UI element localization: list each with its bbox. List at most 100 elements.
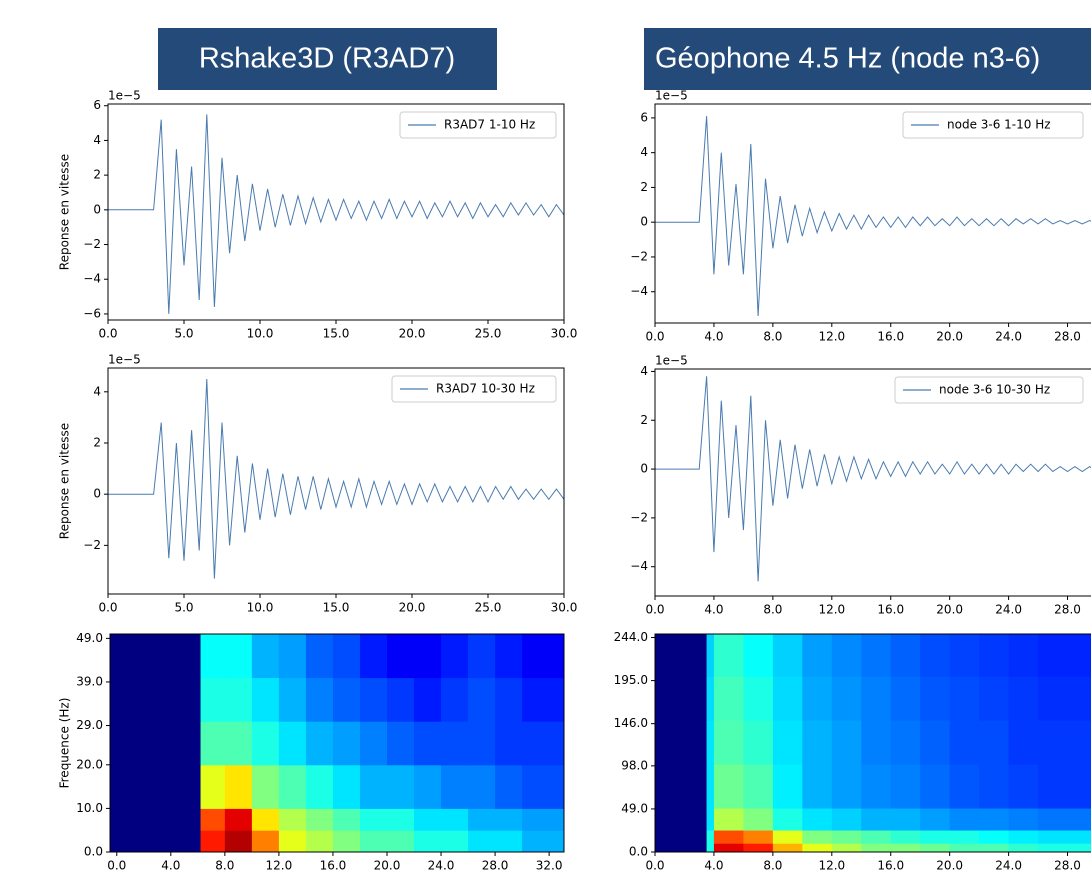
x-tick-label: 4.0: [161, 859, 180, 873]
heat-cell: [743, 634, 774, 677]
y-tick-label: 49.0: [76, 631, 103, 645]
y-offset-label: 1e−5: [655, 354, 688, 368]
y-tick-label: 98.0: [621, 758, 648, 772]
heat-cell: [522, 677, 564, 722]
heat-cell: [949, 808, 980, 831]
heat-cell: [979, 720, 1010, 765]
y-tick-label: 0: [93, 202, 101, 216]
heat-cell: [200, 764, 226, 809]
heat-cell: [949, 634, 980, 677]
x-tick-label: 30.0: [551, 601, 578, 615]
legend-label: node 3-6 10-30 Hz: [939, 383, 1050, 397]
y-tick-label: 4: [640, 364, 648, 378]
x-tick-label: 12.0: [818, 330, 845, 344]
heat-cell: [706, 843, 715, 852]
heat-cell: [713, 764, 744, 809]
heat-cell: [386, 677, 415, 722]
y-tick-label: −2: [630, 510, 648, 524]
panel: 0.0 49.0 98.0 146.0 195.0 244.0 0.0 4.0 8.0 12.0 1…: [614, 630, 1091, 873]
axes-frame: [109, 633, 565, 853]
trace: [108, 378, 564, 579]
legend-box: [391, 375, 557, 403]
heat-cell: [743, 676, 774, 721]
y-tick-label: 2: [93, 168, 101, 182]
heat-cell: [414, 764, 442, 809]
column-title: Rshake3D (R3AD7): [199, 43, 455, 75]
heat-cell: [332, 677, 361, 722]
heat-cell: [802, 843, 833, 852]
heat-cell: [979, 808, 1010, 831]
heat-cell: [920, 634, 951, 677]
heat-cell: [655, 843, 708, 852]
heat-cell: [831, 634, 862, 677]
heat-cell: [743, 830, 774, 844]
y-tick-label: 20.0: [76, 757, 103, 771]
x-tick-label: 16.0: [320, 859, 347, 873]
heat-cell: [831, 808, 862, 831]
heat-cell: [332, 830, 361, 852]
heat-cell: [200, 721, 226, 766]
heat-cell: [251, 764, 280, 809]
heat-cell: [278, 677, 307, 722]
heat-cell: [713, 634, 744, 677]
y-tick-label: 39.0: [76, 674, 103, 688]
legend-box: [902, 111, 1084, 139]
heat-cell: [920, 808, 951, 831]
x-tick-label: 12.0: [818, 603, 845, 617]
heat-cell: [920, 764, 951, 809]
y-tick-label: 0: [640, 215, 648, 229]
heat-cell: [1038, 676, 1091, 721]
y-offset-label: 1e−5: [108, 89, 141, 103]
heat-cell: [332, 634, 361, 679]
heat-cell: [743, 808, 774, 831]
heat-cell: [890, 634, 921, 677]
heat-cell: [890, 676, 921, 721]
heat-cell: [949, 843, 980, 852]
x-tick-label: 12.0: [818, 859, 845, 873]
heat-cell: [831, 764, 862, 809]
x-tick-label: 24.0: [995, 859, 1022, 873]
heat-cell: [305, 677, 334, 722]
heat-cell: [706, 634, 715, 677]
x-tick-label: 15.0: [323, 601, 350, 615]
x-tick-label: 24.0: [428, 859, 455, 873]
heat-cell: [441, 808, 469, 831]
heat-cell: [414, 808, 442, 831]
y-tick-label: −4: [630, 559, 648, 573]
plot-area: [655, 116, 1091, 317]
x-tick-label: 4.0: [704, 603, 723, 617]
trace: [655, 116, 1091, 317]
legend-box: [894, 376, 1084, 404]
axes-frame: [654, 368, 1091, 597]
heat-cell: [110, 764, 202, 809]
heat-cell: [655, 720, 708, 765]
heat-cell: [772, 676, 803, 721]
y-tick-label: 0.0: [84, 845, 103, 859]
x-tick-label: 5.0: [174, 327, 193, 341]
heat-cell: [251, 721, 280, 766]
x-tick-label: 20.0: [399, 327, 426, 341]
heat-cell: [920, 676, 951, 721]
heat-cell: [979, 830, 1010, 844]
heat-cell: [359, 830, 388, 852]
heat-cell: [278, 808, 307, 831]
heat-cell: [110, 830, 202, 852]
x-tick-label: 20.0: [936, 603, 963, 617]
panel: node 3-6 1-10 Hz −4 −2 0 2 4 6 0.0 4.0 8.0 12.0 16.…: [630, 89, 1091, 344]
y-tick-label: 10.0: [76, 801, 103, 815]
y-tick-label: −4: [630, 284, 648, 298]
x-tick-label: 28.0: [482, 859, 509, 873]
y-tick-label: 195.0: [614, 673, 648, 687]
heat-cell: [655, 676, 708, 721]
heat-cell: [224, 830, 253, 852]
heat-cell: [706, 720, 715, 765]
y-tick-label: 146.0: [614, 716, 648, 730]
y-tick-label: 6: [93, 98, 101, 112]
heat-cell: [706, 764, 715, 809]
heat-cell: [522, 634, 564, 679]
heat-cell: [1038, 843, 1091, 852]
heat-cell: [224, 677, 253, 722]
legend-label: R3AD7 10-30 Hz: [436, 382, 535, 396]
y-tick-label: 0.0: [629, 845, 648, 859]
heat-cell: [890, 830, 921, 844]
